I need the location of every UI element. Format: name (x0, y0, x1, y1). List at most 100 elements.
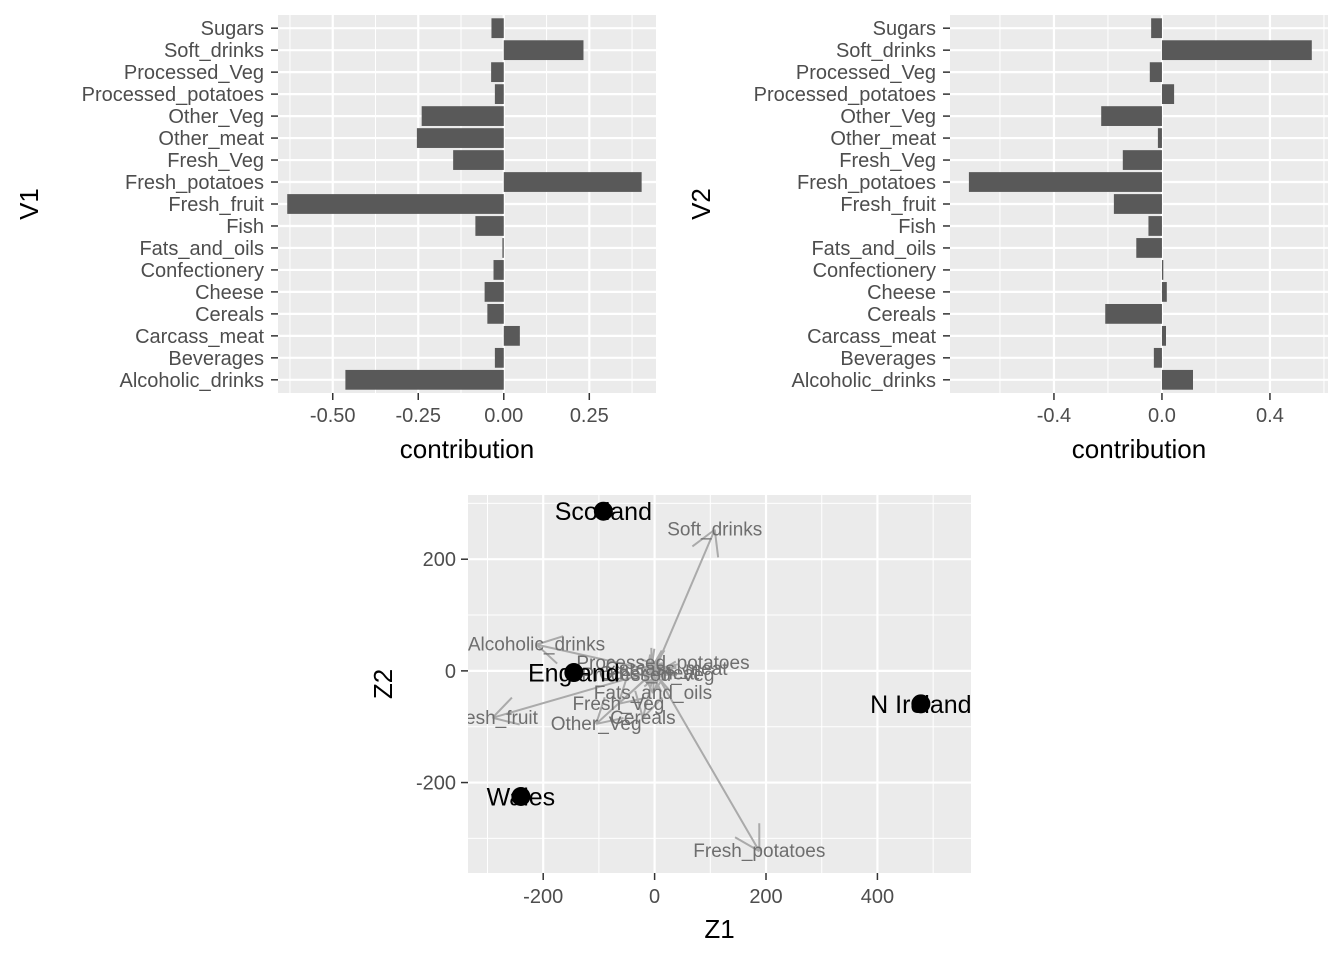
y-tick-label: Other_meat (830, 128, 936, 150)
y-tick-label: Fish (226, 216, 264, 238)
bar (1136, 238, 1162, 258)
y-tick-label: Processed_potatoes (754, 84, 936, 106)
y-tick-label: Processed_Veg (124, 62, 264, 84)
bar (503, 40, 584, 61)
y-tick-label: Fresh_Veg (167, 150, 264, 172)
loading-label: Other_Veg (551, 714, 642, 735)
bar (1157, 128, 1162, 148)
observation-label: Wales (487, 784, 556, 812)
bar (475, 216, 504, 236)
y-tick-label: Cereals (867, 304, 936, 326)
arrow-head (634, 690, 644, 719)
arrow-head (536, 635, 564, 646)
x-tick-label: 0.0 (1148, 405, 1176, 427)
arrow-head (642, 696, 664, 719)
observation-label: England (528, 660, 620, 688)
y-tick-label: Soft_drinks (836, 40, 936, 62)
bar (1151, 18, 1162, 39)
y-tick-label: -200 (416, 773, 456, 795)
y-axis-title: V2 (686, 188, 716, 220)
y-tick-label: Carcass_meat (135, 326, 264, 348)
x-tick-label: 0 (649, 886, 660, 908)
loading-label: Processed_Veg (581, 665, 714, 686)
loading-label: Fresh_Veg (572, 694, 664, 715)
bar (503, 325, 520, 346)
y-tick-label: Cheese (195, 282, 264, 304)
bar (1105, 303, 1162, 324)
y-tick-label: Cereals (195, 304, 264, 326)
arrow-head (644, 654, 652, 683)
arrow-head (535, 643, 558, 665)
observation-point (564, 663, 584, 683)
loading-label: Cereals (610, 708, 675, 729)
y-tick-label: Fresh_fruit (168, 194, 264, 216)
bar (1161, 84, 1175, 105)
y-tick-label: Processed_potatoes (82, 84, 264, 106)
bar (491, 18, 504, 39)
bar (453, 150, 504, 170)
observation-label: N Ireland (870, 691, 971, 719)
y-tick-label: Sugars (873, 18, 936, 40)
bar (1161, 369, 1193, 390)
y-tick-label: Fresh_fruit (840, 194, 936, 216)
y-tick-label: 0 (445, 661, 456, 683)
x-tick-label: 200 (749, 886, 782, 908)
loading-label: Soft_drinks (667, 520, 762, 541)
bar (1113, 194, 1162, 214)
bar (1161, 282, 1167, 302)
arrow-head (491, 696, 513, 719)
x-tick-label: 0.25 (570, 405, 609, 427)
arrow-head (595, 717, 624, 725)
bar (345, 369, 504, 390)
y-tick-label: Other_Veg (840, 106, 936, 128)
biplot-panel: Soft_drinks Alcoholic_drinksProcessed_pot… (368, 495, 971, 944)
y-tick-label: Confectionery (813, 260, 936, 282)
loading-arrow (653, 670, 761, 852)
bar (494, 347, 504, 368)
loading-arrow (492, 669, 655, 719)
loading-label: Carcass_meat (605, 659, 728, 680)
y-tick-label: Carcass_meat (807, 326, 936, 348)
y-axis-title: V1 (14, 188, 44, 220)
biplot-plot-area: Soft_drinks Alcoholic_drinksProcessed_pot… (447, 498, 971, 862)
bar-chart-panel-0: SugarsSoft_drinksProcessed_VegProcessed_… (14, 15, 656, 464)
loading-label: Fresh_potatoes (693, 841, 825, 862)
observation-point (593, 501, 613, 521)
bar (1161, 325, 1166, 346)
x-axis-title: Z1 (704, 914, 734, 944)
bar (494, 84, 504, 105)
bar (1161, 260, 1164, 280)
bar (502, 238, 504, 258)
y-axis-title: Z2 (368, 669, 398, 699)
y-tick-label: Cheese (867, 282, 936, 304)
bar (491, 62, 504, 83)
y-tick-label: 200 (423, 549, 456, 571)
loading-label: Fresh_fruit (447, 708, 539, 729)
y-tick-label: Fresh_potatoes (797, 172, 936, 194)
y-tick-label: Fats_and_oils (139, 238, 264, 260)
y-tick-label: Fats_and_oils (811, 238, 936, 260)
arrow-head (713, 529, 720, 558)
y-tick-label: Soft_drinks (164, 40, 264, 62)
bar (1148, 216, 1162, 236)
x-tick-label: 400 (861, 886, 894, 908)
observation-label: Scotland (555, 498, 652, 526)
y-tick-label: Processed_Veg (796, 62, 936, 84)
y-tick-label: Confectionery (141, 260, 264, 282)
bar (493, 260, 504, 280)
x-axis-title: contribution (1072, 434, 1206, 464)
bar (287, 194, 504, 214)
bar (416, 128, 504, 148)
x-tick-label: -0.25 (395, 405, 441, 427)
x-tick-label: -0.50 (310, 405, 356, 427)
panel-background (468, 495, 971, 873)
bar (1153, 347, 1162, 368)
x-tick-label: 0.4 (1256, 405, 1284, 427)
arrow-head (492, 716, 520, 726)
bar (1161, 40, 1312, 61)
y-tick-label: Alcoholic_drinks (791, 370, 936, 392)
y-tick-label: Alcoholic_drinks (119, 370, 264, 392)
arrow-head (618, 696, 646, 705)
y-tick-label: Fresh_potatoes (125, 172, 264, 194)
